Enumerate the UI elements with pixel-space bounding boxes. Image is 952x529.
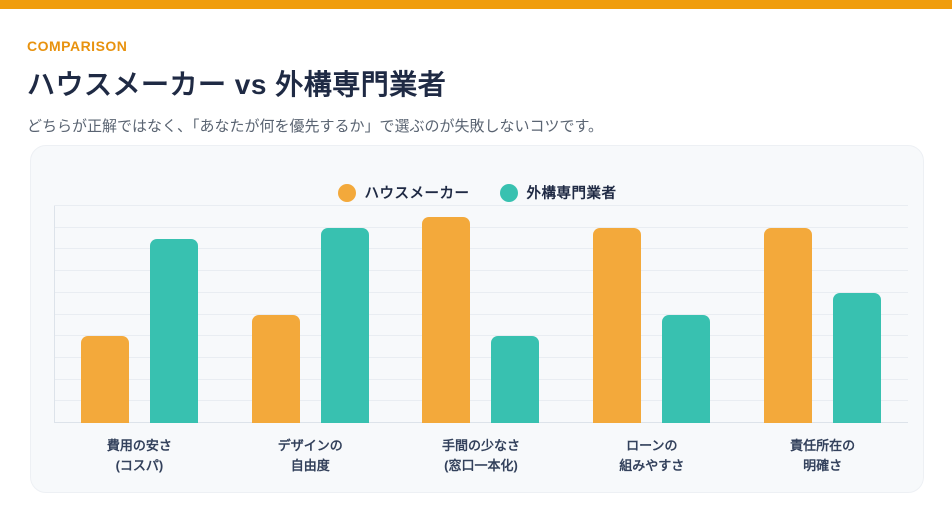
- section-header: COMPARISON ハウスメーカー vs 外構専門業者 どちらが正解ではなく、…: [0, 9, 952, 136]
- page-title: ハウスメーカー vs 外構専門業者: [27, 69, 447, 100]
- x-axis-label-0: 費用の安さ (コスパ): [106, 438, 172, 474]
- accent-top-banner: [0, 0, 952, 9]
- bar-series0-cat4: [764, 227, 813, 423]
- gridline: [54, 248, 908, 250]
- bar-series1-cat4: [833, 292, 882, 423]
- bar-series0-cat3: [593, 227, 642, 423]
- bar-series1-cat0: [149, 238, 198, 423]
- legend-item-housemaker: ハウスメーカー: [337, 182, 470, 203]
- bar-group-4: [737, 206, 908, 423]
- gridline: [54, 270, 908, 272]
- bar-series0-cat0: [80, 336, 129, 423]
- gridline: [54, 335, 908, 337]
- legend-label-exterior-specialist: 外構専門業者: [526, 186, 617, 202]
- bar-group-2: [396, 206, 567, 423]
- bar-group-0: [54, 206, 225, 423]
- gridline: [54, 400, 908, 402]
- x-axis-label-2: 手間の少なさ (窓口一本化): [441, 438, 520, 474]
- bar-series1-cat3: [662, 314, 711, 423]
- x-axis-label-4: 責任所在の 明確さ: [790, 438, 856, 474]
- bar-chart: 費用の安さ (コスパ) デザインの 自由度 手間の少なさ (窓口一本化) ローンの 組みやすさ…: [54, 205, 908, 476]
- legend-dot-0: [337, 183, 356, 202]
- x-axis-label-3: ローンの 組みやすさ: [619, 438, 685, 474]
- x-axis-labels: 費用の安さ (コスパ) デザインの 自由度 手間の少なさ (窓口一本化) ローンの 組みやすさ…: [54, 436, 908, 476]
- gridline: [54, 356, 908, 358]
- bar-group-3: [566, 206, 737, 423]
- page-subtitle: どちらが正解ではなく、「あなたが何を優先するか」で選ぶのが失敗しないコツです。: [27, 118, 604, 135]
- gridline: [54, 205, 908, 206]
- legend-dot-1: [499, 183, 518, 202]
- gridline: [54, 378, 908, 380]
- legend-item-exterior-specialist: 外構専門業者: [499, 182, 617, 203]
- gridline: [54, 226, 908, 228]
- bar-series0-cat2: [422, 216, 471, 423]
- bar-series1-cat2: [491, 336, 540, 423]
- x-axis-line: [54, 422, 908, 423]
- gridline: [54, 291, 908, 293]
- chart-legend: ハウスメーカー 外構専門業者: [31, 182, 923, 203]
- bar-groups: [54, 206, 908, 423]
- legend-label-housemaker: ハウスメーカー: [364, 186, 470, 202]
- bar-series0-cat1: [251, 314, 300, 423]
- bar-group-1: [225, 206, 396, 423]
- gridline: [54, 313, 908, 315]
- x-axis-label-1: デザインの 自由度: [277, 438, 343, 474]
- bar-series1-cat1: [320, 227, 369, 423]
- y-axis-line: [54, 206, 55, 423]
- comparison-chart-card: ハウスメーカー 外構専門業者 費用の安さ (コスパ) デザインの 自由度 手間の少なさ(…: [30, 145, 924, 493]
- plot-area: [54, 205, 908, 423]
- eyebrow-label: COMPARISON: [27, 38, 128, 54]
